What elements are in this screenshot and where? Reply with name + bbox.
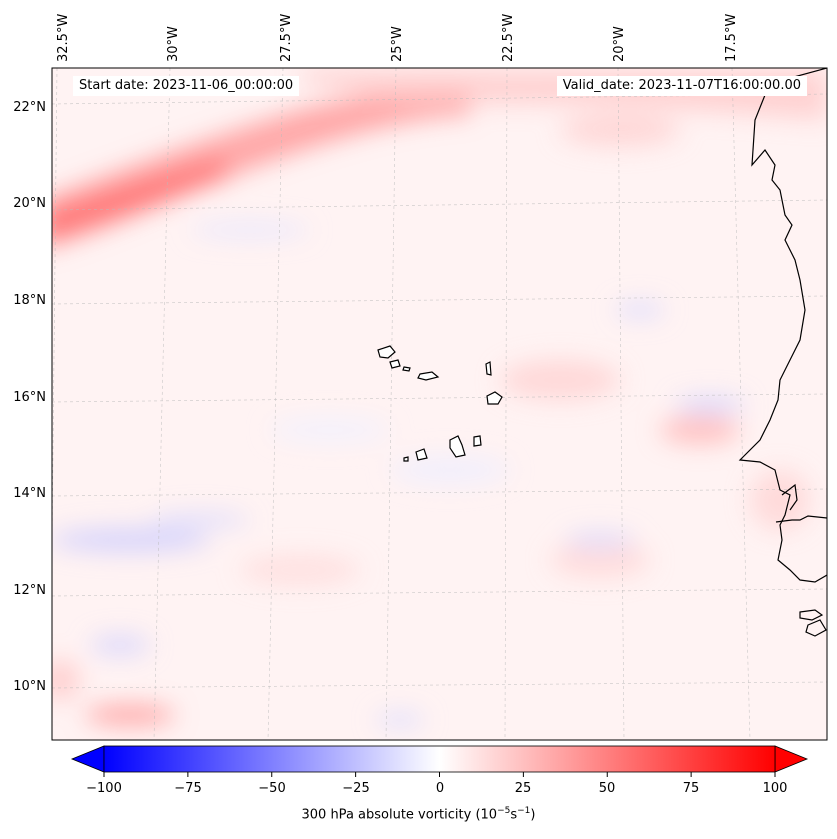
graticule	[52, 68, 827, 740]
lat-label: 16°N	[13, 390, 46, 405]
lon-label: 17.5°W	[724, 14, 739, 62]
colorbar-min-extend	[70, 745, 105, 773]
vorticity-field	[52, 68, 827, 740]
colorbar-tick-label: −50	[258, 781, 285, 796]
lon-label: 32.5°W	[56, 14, 71, 62]
lat-label: 10°N	[13, 679, 46, 694]
lon-label: 25°W	[390, 26, 405, 62]
colorbar-tick-label: 0	[436, 781, 444, 796]
lat-label: 14°N	[13, 486, 46, 501]
colorbar-tick-label: −25	[342, 781, 369, 796]
colorbar-tick-label: 25	[515, 781, 532, 796]
longitude-labels: 32.5°W 30°W 27.5°W 25°W 22.5°W 20°W 17.5…	[56, 14, 739, 62]
lat-label: 22°N	[13, 100, 46, 115]
colorbar-label-suffix: )	[530, 807, 536, 823]
lat-label: 12°N	[13, 583, 46, 598]
colorbar-tick-label: 50	[599, 781, 616, 796]
colorbar-label-prefix: 300 hPa absolute vorticity (10	[301, 807, 498, 823]
colorbar: −100 −75 −50 −25 0 25 50 75 100	[70, 745, 809, 796]
valid-date-label: Valid_date: 2023-11-07T16:00:00.00	[556, 76, 807, 96]
cabo-verde-islands	[377, 345, 503, 462]
lat-label: 18°N	[13, 293, 46, 308]
map-frame	[51, 67, 828, 741]
lon-label: 22.5°W	[501, 14, 516, 62]
lon-label: 20°W	[612, 26, 627, 62]
colorbar-label: 300 hPa absolute vorticity (10−5s−1)	[0, 806, 837, 822]
lon-label: 27.5°W	[279, 14, 294, 62]
start-date-label: Start date: 2023-11-06_00:00:00	[73, 76, 300, 96]
coastline	[738, 68, 827, 637]
colorbar-tick-label: 75	[683, 781, 700, 796]
latitude-labels: 22°N 20°N 18°N 16°N 14°N 12°N 10°N	[13, 100, 46, 694]
colorbar-label-mid: s	[510, 807, 518, 823]
colorbar-tick-label: −75	[174, 781, 201, 796]
colorbar-label-exp2: −1	[517, 806, 531, 816]
colorbar-gradient	[103, 745, 776, 773]
colorbar-tick-label: 100	[763, 781, 788, 796]
colorbar-max-extend	[774, 745, 809, 773]
colorbar-tick-label: −100	[86, 781, 122, 796]
colorbar-label-exp1: −5	[497, 806, 511, 816]
lat-label: 20°N	[13, 196, 46, 211]
lon-label: 30°W	[166, 26, 181, 62]
